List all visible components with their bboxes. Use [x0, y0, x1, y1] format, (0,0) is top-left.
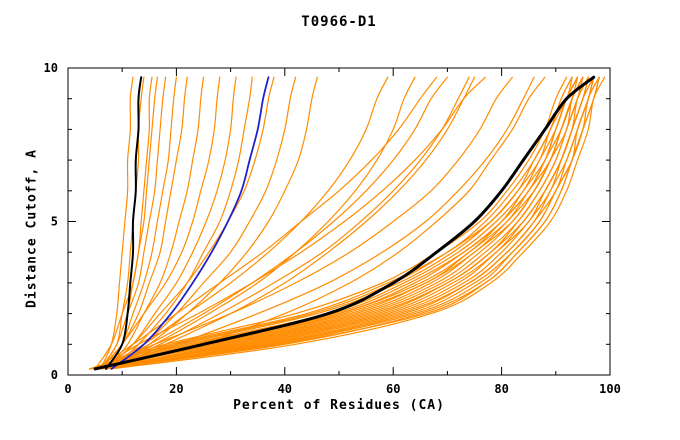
x-tick-label: 60: [386, 382, 400, 396]
ensemble-curve: [105, 76, 205, 370]
highlight-curve-black-right: [93, 75, 596, 371]
ensemble-curve: [99, 76, 589, 370]
ensemble-curve: [94, 76, 579, 370]
ensemble-curve: [99, 76, 535, 370]
ensemble-curve: [105, 76, 177, 370]
ensemble-curve: [110, 76, 253, 370]
ensemble-curve: [94, 76, 573, 370]
ensemble-curve: [99, 76, 448, 370]
ensemble-curve: [105, 76, 600, 370]
ensemble-curve: [105, 76, 470, 370]
ensemble-curve: [89, 76, 584, 370]
x-tick-label: 100: [599, 382, 621, 396]
ensemble-curve: [89, 76, 584, 370]
ensemble-curve: [94, 76, 513, 370]
ensemble-curve: [110, 76, 476, 370]
ensemble-curve: [94, 76, 158, 370]
y-axis-label: Distance Cutoff, A: [24, 149, 40, 308]
x-tick-label: 20: [169, 382, 183, 396]
axis-ticks: [67, 67, 611, 376]
curves-layer: [89, 75, 606, 371]
x-tick-label: 40: [278, 382, 292, 396]
ensemble-curve: [99, 76, 188, 370]
ensemble-curve: [99, 76, 595, 370]
y-tick-label: 5: [51, 215, 58, 229]
y-tick-label: 0: [51, 368, 58, 382]
chart-title: T0966-D1: [301, 14, 377, 30]
ensemble-curve: [110, 76, 297, 370]
ensemble-curve: [105, 76, 237, 370]
x-tick-label: 80: [494, 382, 508, 396]
ensemble-curve: [99, 76, 221, 370]
ensemble-curve: [110, 76, 606, 370]
highlight-curve-black-left: [104, 76, 143, 370]
x-tick-label: 0: [64, 382, 71, 396]
y-tick-label: 10: [44, 61, 58, 75]
reference-curve: [110, 76, 270, 370]
ensemble-curve: [110, 76, 318, 370]
ensemble-curve: [105, 76, 416, 370]
ensemble-curve: [99, 76, 486, 370]
x-axis-label: Percent of Residues (CA): [233, 398, 445, 413]
ensemble-curve: [99, 76, 134, 370]
ensemble-curve: [99, 76, 167, 370]
ensemble-curve: [99, 76, 145, 370]
